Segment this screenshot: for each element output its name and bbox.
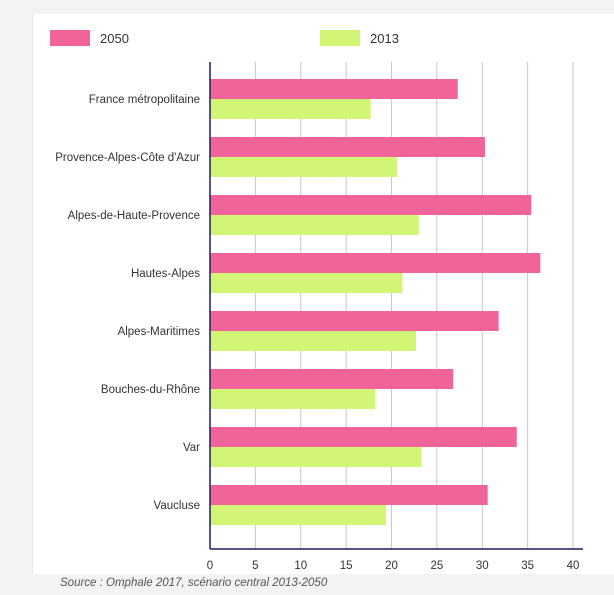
x-tick-label-20: 20 xyxy=(385,560,398,572)
x-tick-label-10: 10 xyxy=(294,560,307,572)
category-label-0: France métropolitaine xyxy=(89,94,200,106)
bar-2013-7 xyxy=(210,505,387,525)
legend-item-2050[interactable]: 2050 xyxy=(50,30,129,46)
bar-2050-1 xyxy=(210,137,485,157)
category-label-6: Var xyxy=(183,442,200,454)
x-tick-label-0: 0 xyxy=(207,560,213,572)
bar-2013-6 xyxy=(210,447,422,467)
x-tick-label-25: 25 xyxy=(430,560,443,572)
bar-2013-4 xyxy=(210,331,417,351)
bar-2013-2 xyxy=(210,215,419,235)
bar-2050-3 xyxy=(210,253,541,273)
bar-2013-1 xyxy=(210,157,397,177)
bar-2013-5 xyxy=(210,389,376,409)
legend-item-2013[interactable]: 2013 xyxy=(320,30,399,46)
x-tick-label-40: 40 xyxy=(567,560,580,572)
category-label-7: Vaucluse xyxy=(154,500,200,512)
bar-2050-0 xyxy=(210,79,458,99)
category-label-5: Bouches-du-Rhône xyxy=(101,384,200,396)
bar-2013-0 xyxy=(210,99,371,119)
legend-label-2013: 2013 xyxy=(370,30,399,46)
x-tick-label-30: 30 xyxy=(476,560,489,572)
legend-swatch-2013 xyxy=(320,30,360,46)
bar-2050-4 xyxy=(210,311,499,331)
category-label-4: Alpes-Maritimes xyxy=(118,326,201,338)
source-note: Source : Omphale 2017, scénario central … xyxy=(60,577,328,589)
bar-2050-7 xyxy=(210,485,488,505)
x-tick-label-5: 5 xyxy=(252,560,258,572)
x-tick-label-15: 15 xyxy=(340,560,353,572)
category-label-2: Alpes-de-Haute-Provence xyxy=(68,210,200,222)
x-tick-label-35: 35 xyxy=(521,560,534,572)
category-label-1: Provence-Alpes-Côte d'Azur xyxy=(55,152,200,164)
bar-2050-6 xyxy=(210,427,517,447)
bar-2050-2 xyxy=(210,195,532,215)
legend-swatch-2050 xyxy=(50,30,90,46)
bar-2013-3 xyxy=(210,273,403,293)
bar-2050-5 xyxy=(210,369,454,389)
category-label-3: Hautes-Alpes xyxy=(131,268,200,280)
legend-label-2050: 2050 xyxy=(100,30,129,46)
